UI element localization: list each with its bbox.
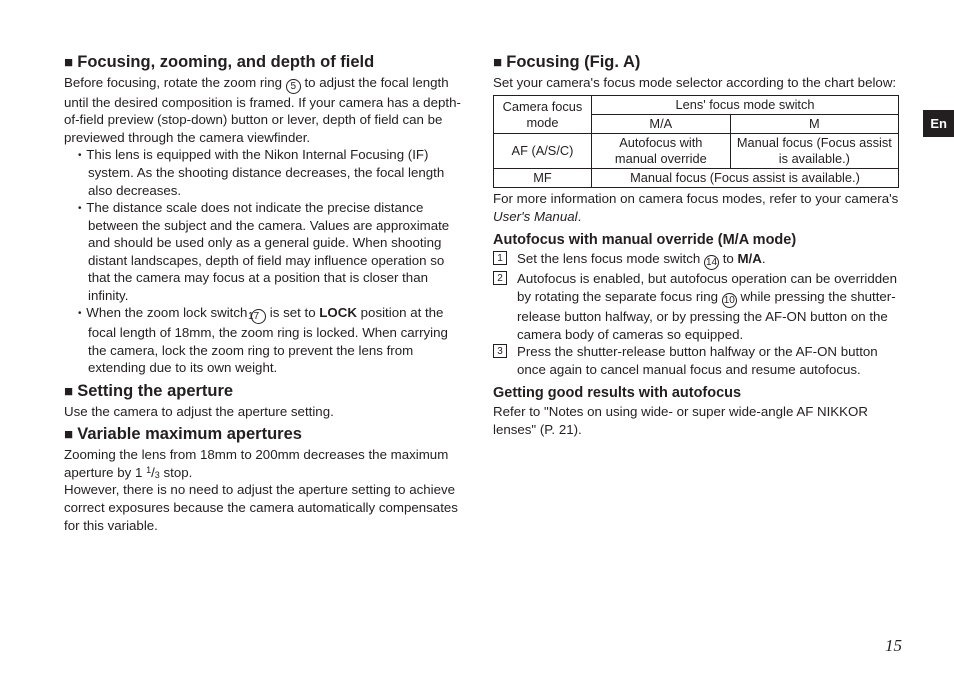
ma-bold: M/A [737, 251, 761, 266]
fraction: 1/3 [146, 465, 160, 480]
list-item: The distance scale does not indicate the… [72, 199, 469, 304]
para-good-results: Refer to "Notes on using wide- or super … [493, 403, 899, 438]
text: For more information on camera focus mod… [493, 191, 898, 206]
para-varmax-1: Zooming the lens from 18mm to 200mm decr… [64, 446, 469, 481]
focus-mode-table: Camera focus mode Lens' focus mode switc… [493, 95, 899, 188]
text: is set to [266, 305, 319, 320]
heading-focusing-fig-a: Focusing (Fig. A) [493, 52, 899, 74]
th-camera-mode: Camera focus mode [494, 96, 592, 134]
heading-setting-aperture: Setting the aperture [64, 381, 469, 403]
td-af: AF (A/S/C) [494, 134, 592, 169]
th-ma: M/A [591, 115, 730, 134]
text: Set the lens focus mode switch [517, 251, 704, 266]
step-3: 3 Press the shutter-release button halfw… [493, 343, 899, 378]
circled-5-icon: 5 [286, 79, 301, 94]
list-item: When the zoom lock switch 17 is set to L… [72, 304, 469, 377]
right-column: Focusing (Fig. A) Set your camera's focu… [493, 48, 899, 534]
para-aperture: Use the camera to adjust the aperture se… [64, 403, 469, 421]
autofocus-steps: 1 Set the lens focus mode switch 14 to M… [493, 250, 899, 378]
para-moreinfo: For more information on camera focus mod… [493, 190, 899, 225]
users-manual-italic: User's Manual [493, 209, 578, 224]
td-af-m: Manual focus (Focus assist is available.… [730, 134, 898, 169]
th-m: M [730, 115, 898, 134]
para-varmax-2: However, there is no need to adjust the … [64, 481, 469, 534]
th-lens-switch: Lens' focus mode switch [591, 96, 898, 115]
text: Zooming the lens from 18mm to 200mm decr… [64, 447, 448, 480]
step-2: 2 Autofocus is enabled, but autofocus op… [493, 270, 899, 343]
text: to [719, 251, 737, 266]
left-column: Focusing, zooming, and depth of field Be… [64, 48, 469, 534]
step-1: 1 Set the lens focus mode switch 14 to M… [493, 250, 899, 270]
td-mf-merged: Manual focus (Focus assist is available.… [591, 169, 898, 188]
lock-bold: LOCK [319, 305, 357, 320]
circled-17-icon: 17 [251, 309, 266, 324]
circled-14-icon: 14 [704, 255, 719, 270]
text: When the zoom lock switch [86, 305, 251, 320]
focus-bullet-list: This lens is equipped with the Nikon Int… [64, 146, 469, 377]
square-3-icon: 3 [493, 344, 507, 358]
language-tab: En [923, 110, 954, 137]
text: Before focusing, rotate the zoom ring [64, 75, 286, 90]
text: stop. [160, 465, 193, 480]
heading-autofocus-ma: Autofocus with manual override (M/A mode… [493, 231, 899, 250]
list-item: This lens is equipped with the Nikon Int… [72, 146, 469, 199]
heading-focusing: Focusing, zooming, and depth of field [64, 52, 469, 74]
page-content: Focusing, zooming, and depth of field Be… [0, 0, 954, 534]
para-focus-a: Set your camera's focus mode selector ac… [493, 74, 899, 92]
text: . [578, 209, 582, 224]
heading-variable-max: Variable maximum apertures [64, 424, 469, 446]
para-focus-intro: Before focusing, rotate the zoom ring 5 … [64, 74, 469, 147]
td-af-ma: Autofocus with manual override [591, 134, 730, 169]
text: Press the shutter-release button halfway… [517, 344, 878, 377]
fraction-sup: 1 [146, 465, 151, 475]
square-1-icon: 1 [493, 251, 507, 265]
page-number: 15 [885, 635, 902, 657]
square-2-icon: 2 [493, 271, 507, 285]
heading-good-results: Getting good results with autofocus [493, 384, 899, 403]
circled-10-icon: 10 [722, 293, 737, 308]
text: . [762, 251, 766, 266]
td-mf: MF [494, 169, 592, 188]
